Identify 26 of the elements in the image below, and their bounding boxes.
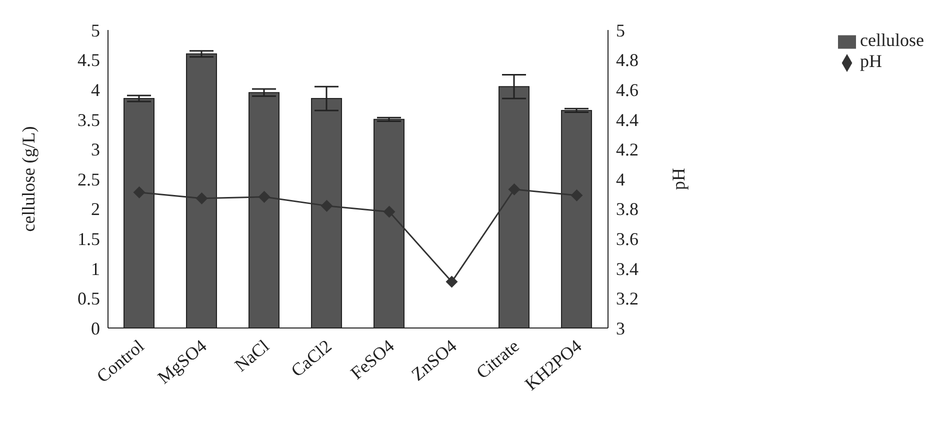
y-tick-label: 0.5 xyxy=(78,288,100,309)
y2-tick-label: 4.6 xyxy=(616,80,639,100)
y2-axis-title: pH xyxy=(668,168,688,190)
y-axis-title: cellulose (g/L) xyxy=(18,126,38,232)
y-tick-label: 0 xyxy=(91,318,100,338)
y-tick-label: 1.5 xyxy=(78,228,100,249)
y-tick-label: 4.5 xyxy=(78,50,100,70)
y2-tick-label: 4 xyxy=(616,169,626,190)
y2-tick-label: 4.8 xyxy=(616,50,639,70)
y2-tick-label: 3.4 xyxy=(616,258,639,279)
y-tick-label: 2.5 xyxy=(78,169,100,190)
y2-tick-label: 3 xyxy=(616,318,626,338)
legend-label: pH xyxy=(860,51,882,71)
y-tick-label: 1 xyxy=(91,258,100,279)
legend-label: cellulose xyxy=(860,30,924,50)
y2-tick-label: 4.4 xyxy=(616,110,639,130)
y2-tick-label: 3.6 xyxy=(616,228,639,249)
y-tick-label: 3.5 xyxy=(78,110,100,130)
y2-tick-label: 3.8 xyxy=(616,199,639,220)
y-tick-label: 2 xyxy=(91,199,100,220)
y-tick-label: 3 xyxy=(91,140,100,160)
y2-tick-label: 4.2 xyxy=(616,140,639,160)
y-tick-label: 5 xyxy=(91,20,100,40)
y-tick-label: 4 xyxy=(91,80,100,100)
y2-tick-label: 3.2 xyxy=(616,288,639,309)
y2-tick-label: 5 xyxy=(616,20,626,40)
